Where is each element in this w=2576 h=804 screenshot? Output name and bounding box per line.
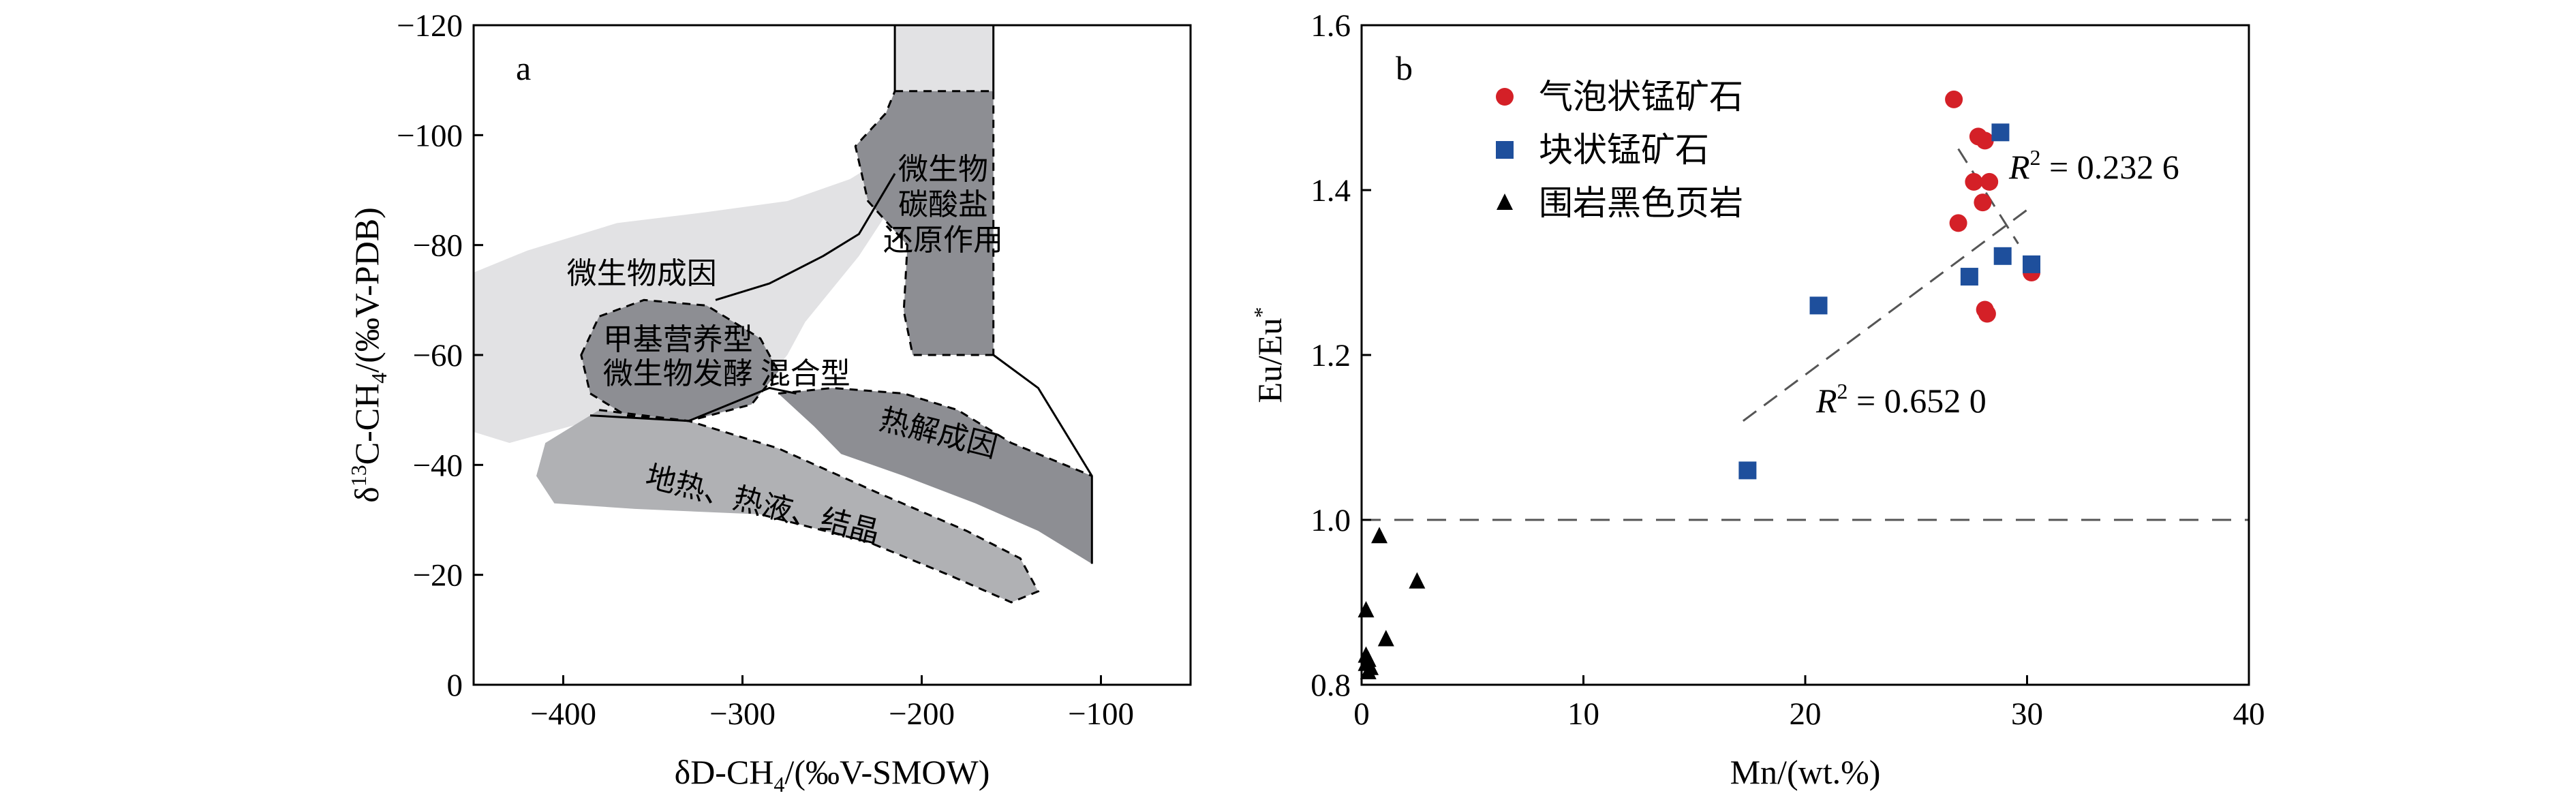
series-1-point-5 [1738,461,1757,480]
panel-a-axes: −400 −300 −200 −100 0 −20 −40 −60 −80 −100 −120 [397,8,1134,732]
panel-a-x-axis-title: δD-CH4/(‰V-SMOW) [675,753,990,797]
b-x-tick-label-0: 0 [1353,696,1370,732]
label-carbonate-reduction-line-0: 微生物 [898,152,988,187]
a-y-tick-label-4: −80 [412,228,463,264]
label-carbonate-reduction-line-2: 还原作用 [883,223,1003,258]
panel-b-data-points [1358,90,2041,679]
region-1 [895,25,994,91]
label-methyl-line-0: 甲基营养型 [603,322,753,357]
b-x-tick-label-4: 40 [2233,696,2265,732]
a-y-tick-label-1: −20 [412,558,463,593]
boundary-line-7 [589,386,797,422]
legend-marker-1 [1496,141,1514,159]
label-methyl-line-1: 微生物发酵 [603,356,753,391]
series-1-point-0 [1991,123,2010,142]
series-1-point-3 [1960,268,1978,286]
series-0-point-9 [1978,305,1996,323]
panel-a-boundary-lines [580,25,1093,604]
panel-b-x-axis-title: Mn/(wt.%) [1730,753,1881,791]
legend-label-1: 块状锰矿石 [1539,130,1709,170]
series-0-point-0 [1945,90,1963,108]
series-0-point-4 [1980,172,1999,191]
panel-b: 0 10 20 30 40 0.8 1.0 1.2 1.4 1.6 气泡状锰矿石块状锰矿石围岩黑色… [1249,8,2265,791]
panel-b-axes: 0 10 20 30 40 0.8 1.0 1.2 1.4 1.6 [1310,8,2265,732]
r2-annotation-1: R2 = 0.232 6 [2008,145,2179,186]
b-y-tick-label-3: 1.4 [1310,173,1351,208]
methyl-region-outline [580,298,780,422]
label-mixed-type: 混合型 [761,356,850,391]
a-x-tick-label-3: −100 [1068,696,1134,732]
region-2 [855,91,994,356]
a-y-tick-label-2: −40 [412,448,463,483]
panel-b-y-axis-title: Eu/Eu* [1249,307,1289,403]
series-0-point-6 [1949,214,1967,232]
series-2-point-1 [1409,572,1426,589]
series-2-point-3 [1377,630,1394,647]
series-0-point-2 [1976,132,1994,150]
a-y-tick-label-5: −100 [397,118,463,153]
series-0-point-5 [1974,194,1992,212]
legend-label-0: 气泡状锰矿石 [1539,77,1743,117]
b-y-tick-label-2: 1.2 [1310,338,1351,373]
a-x-tick-label-2: −200 [889,696,955,732]
legend-label-2: 围岩黑色页岩 [1539,183,1743,223]
trendline-0 [1742,205,2032,422]
series-1-point-4 [1809,296,1828,315]
region-3 [581,300,779,421]
b-x-tick-label-3: 30 [2011,696,2043,732]
r2-annotation-0: R2 = 0.652 0 [1815,379,1987,420]
panel-b-plot-frame [1360,24,2250,686]
region-5 [536,409,1039,602]
series-1-point-1 [1993,247,2012,265]
panel-a-regions [474,25,1092,602]
series-1-point-2 [2023,255,2041,273]
a-y-tick-label-0: 0 [447,668,463,703]
panel-a-y-axis-title: δ13C-CH4/(‰V-PDB) [346,207,391,503]
series-2-point-8 [1360,662,1377,679]
series-2-point-0 [1371,527,1388,544]
a-x-tick-label-0: −400 [530,696,596,732]
a-y-tick-label-6: −120 [397,8,463,44]
a-y-tick-label-3: −60 [412,338,463,373]
b-y-tick-label-4: 1.6 [1310,8,1351,44]
legend-marker-0 [1496,88,1514,106]
geothermal-outline [598,409,1040,604]
panel-b-letter: b [1396,49,1413,87]
label-microbial-origin: 微生物成因 [567,256,717,291]
boundary-line-8 [778,386,1092,477]
label-carbonate-reduction-line-1: 碳酸盐 [898,187,988,222]
a-x-tick-label-1: −300 [709,696,776,732]
series-2-point-2 [1358,601,1375,618]
b-x-tick-label-1: 10 [1567,696,1599,732]
region-4 [778,388,1092,564]
boundary-line-5 [992,354,1093,564]
panel-a-letter: a [516,49,531,87]
boundary-line-6 [715,173,896,301]
b-x-tick-label-2: 20 [1790,696,1822,732]
b-y-tick-label-1: 1.0 [1310,503,1351,538]
boundary-line-4 [854,91,994,356]
b-y-tick-label-0: 0.8 [1310,668,1351,703]
panel-b-r2-annotations: R2 = 0.652 0 R2 = 0.232 6 [1815,145,2179,420]
series-0-point-3 [1965,172,1983,191]
legend-marker-2 [1497,194,1513,210]
